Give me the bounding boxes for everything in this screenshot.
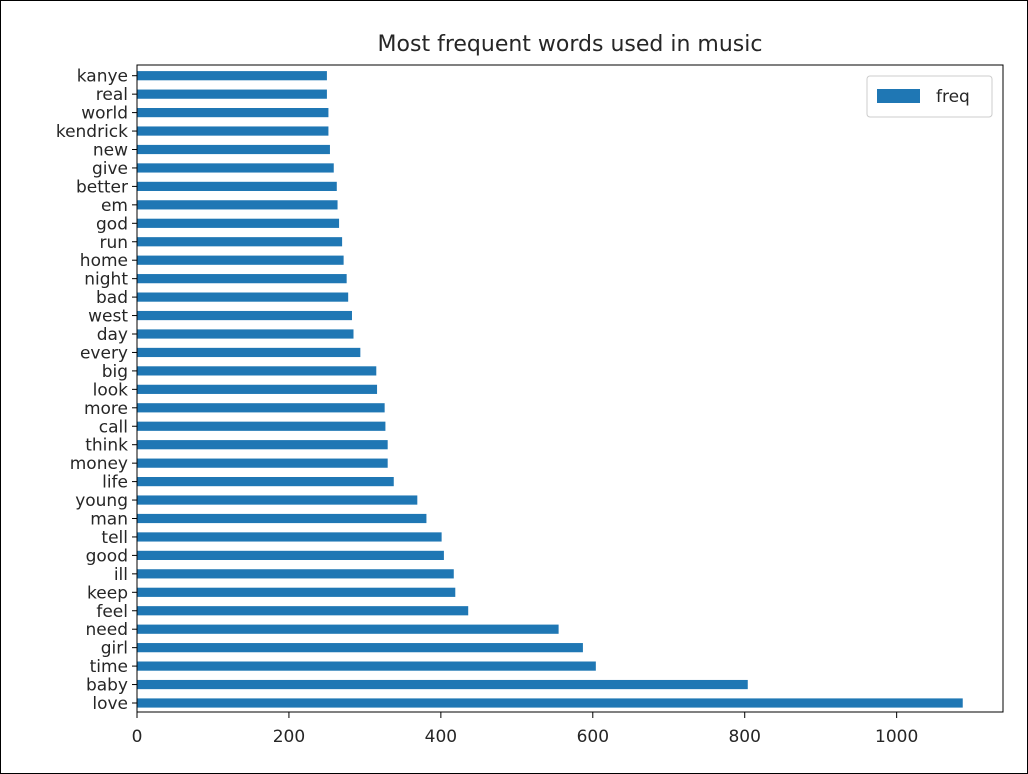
- y-tick-label-home: home: [80, 251, 128, 271]
- y-tick-label-girl: girl: [101, 639, 128, 659]
- y-tick-label-west: west: [88, 307, 128, 327]
- y-tick-label-run: run: [99, 233, 128, 253]
- x-tick-label-600: 600: [577, 727, 609, 747]
- bar-more: [137, 403, 385, 413]
- x-tick-label-400: 400: [425, 727, 457, 747]
- y-tick-label-feel: feel: [96, 602, 128, 622]
- y-tick-label-time: time: [90, 657, 128, 677]
- bar-real: [137, 89, 327, 99]
- x-tick-label-200: 200: [273, 727, 305, 747]
- bar-better: [137, 181, 337, 191]
- y-tick-label-life: life: [102, 473, 128, 493]
- bar-every: [137, 347, 361, 358]
- bar-new: [137, 144, 330, 155]
- bar-kendrick: [137, 126, 329, 136]
- y-tick-label-young: young: [75, 491, 128, 511]
- bar-god: [137, 218, 340, 228]
- bar-west: [137, 310, 352, 321]
- bar-life: [137, 477, 394, 487]
- y-tick-label-bad: bad: [96, 288, 128, 308]
- y-tick-label-god: god: [96, 214, 128, 234]
- bar-keep: [137, 587, 456, 597]
- y-tick-label-day: day: [97, 325, 128, 345]
- bar-girl: [137, 643, 583, 653]
- x-axis-ticks: 0 200 400 600 800 1000: [132, 712, 918, 747]
- y-tick-label-call: call: [99, 417, 128, 437]
- y-tick-label-kanye: kanye: [77, 67, 128, 87]
- y-tick-label-world: world: [81, 104, 128, 124]
- y-tick-label-think: think: [85, 436, 128, 456]
- bar-think: [137, 440, 388, 450]
- bar-man: [137, 513, 427, 524]
- y-tick-label-look: look: [93, 380, 129, 400]
- bar-bad: [137, 292, 349, 302]
- y-tick-label-real: real: [96, 85, 128, 105]
- plot-area-border: [136, 64, 1004, 713]
- y-tick-label-need: need: [86, 620, 128, 640]
- bar-baby: [137, 679, 748, 690]
- legend-box: [866, 75, 993, 118]
- y-tick-label-tell: tell: [101, 528, 128, 548]
- bar-love: [137, 698, 963, 708]
- y-tick-label-keep: keep: [87, 583, 128, 603]
- y-tick-label-money: money: [70, 454, 128, 474]
- bar-call: [137, 421, 386, 431]
- x-tick-label-1000: 1000: [875, 727, 918, 747]
- legend-swatch: [877, 89, 920, 103]
- x-tick-label-800: 800: [728, 727, 760, 747]
- legend: freq: [866, 75, 993, 118]
- y-tick-label-man: man: [90, 510, 128, 530]
- y-axis-ticks: lovebabytimegirlneedfeelkeepillgoodtellm…: [56, 67, 137, 714]
- y-tick-label-baby: baby: [86, 676, 128, 696]
- y-tick-label-big: big: [102, 362, 128, 382]
- bar-tell: [137, 532, 442, 542]
- y-tick-label-new: new: [93, 141, 128, 161]
- bar-need: [137, 624, 559, 634]
- bar-home: [137, 255, 344, 265]
- bar-kanye: [137, 71, 327, 81]
- bar-run: [137, 237, 343, 247]
- y-tick-label-kendrick: kendrick: [56, 122, 128, 142]
- chart-title: Most frequent words used in music: [378, 32, 763, 57]
- bar-young: [137, 495, 418, 505]
- bar-world: [137, 108, 329, 118]
- x-tick-label-0: 0: [132, 727, 143, 747]
- y-tick-label-more: more: [84, 399, 128, 419]
- y-tick-label-em: em: [101, 196, 128, 216]
- bar-day: [137, 329, 354, 339]
- bar-look: [137, 384, 378, 394]
- bar-em: [137, 200, 338, 210]
- legend-label-freq: freq: [936, 87, 970, 107]
- bar-night: [137, 274, 347, 284]
- y-tick-label-better: better: [76, 177, 128, 197]
- y-tick-label-good: good: [86, 546, 128, 566]
- bar-money: [137, 458, 388, 468]
- bar-big: [137, 366, 377, 376]
- bar-good: [137, 550, 444, 560]
- bar-feel: [137, 606, 469, 616]
- y-tick-label-every: every: [80, 343, 128, 363]
- bars-group: [137, 71, 963, 708]
- bar-time: [137, 661, 596, 671]
- bar-ill: [137, 569, 454, 579]
- y-tick-label-ill: ill: [114, 565, 128, 585]
- bar-give: [137, 163, 334, 173]
- y-tick-label-love: love: [92, 694, 128, 714]
- y-tick-label-night: night: [84, 270, 128, 290]
- y-tick-label-give: give: [92, 159, 128, 179]
